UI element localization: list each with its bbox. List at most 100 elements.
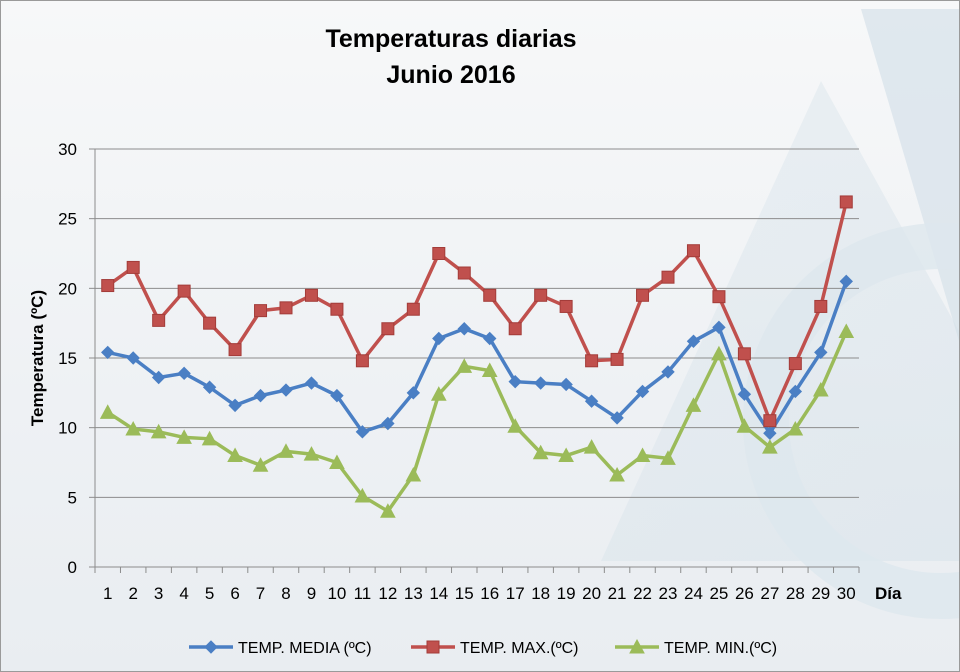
data-point-max-20 (585, 354, 599, 368)
data-point-min-29 (812, 381, 829, 397)
data-point-min-9 (303, 446, 320, 461)
x-axis-title: Día (875, 584, 902, 603)
data-point-media-15 (457, 322, 471, 336)
axes (89, 148, 860, 573)
data-point-min-3 (150, 423, 167, 439)
data-point-media-17 (508, 374, 522, 389)
data-point-min-15 (456, 358, 473, 373)
data-point-media-29 (814, 345, 828, 360)
y-tick-label-15: 15 (58, 349, 77, 368)
legend-item-min: TEMP. MIN.(ºC) (615, 638, 777, 657)
data-point-min-6 (227, 447, 243, 463)
data-point-max-24 (686, 244, 700, 258)
data-point-media-22 (635, 384, 650, 399)
data-point-media-8 (279, 383, 293, 397)
data-point-media-30 (839, 274, 853, 289)
data-point-media-5 (202, 380, 217, 394)
data-point-max-15 (457, 266, 471, 280)
data-point-min-26 (736, 418, 753, 433)
data-point-media-7 (253, 388, 268, 403)
data-point-media-14 (432, 331, 446, 346)
data-point-max-2 (126, 260, 140, 274)
data-point-max-5 (203, 316, 217, 330)
data-point-min-14 (430, 386, 447, 401)
x-tick-label-30: 30 (837, 584, 856, 603)
data-point-min-13 (405, 466, 422, 482)
series-min (99, 323, 855, 518)
data-point-max-1 (101, 279, 115, 293)
data-point-max-19 (559, 299, 573, 313)
data-point-max-7 (254, 304, 268, 318)
data-point-max-26 (737, 347, 751, 361)
data-point-media-16 (483, 331, 497, 346)
data-point-min-30 (838, 323, 855, 339)
data-point-min-2 (125, 421, 142, 436)
x-tick-label-3: 3 (154, 584, 163, 603)
data-point-media-11 (355, 425, 370, 439)
data-point-media-13 (406, 386, 421, 400)
legend-marker-media (204, 640, 218, 654)
data-point-media-25 (712, 320, 726, 335)
data-point-min-19 (558, 447, 574, 463)
data-point-min-16 (481, 362, 498, 378)
data-point-min-23 (660, 450, 676, 465)
x-tick-label-28: 28 (786, 584, 805, 603)
y-tick-label-25: 25 (58, 210, 77, 229)
x-tick-label-20: 20 (582, 584, 601, 603)
data-point-media-21 (610, 411, 624, 425)
data-point-min-4 (176, 429, 192, 444)
x-tick-label-15: 15 (455, 584, 474, 603)
data-point-min-28 (787, 421, 804, 436)
data-point-max-8 (279, 301, 293, 315)
data-point-min-10 (329, 454, 345, 469)
data-point-media-6 (228, 398, 242, 413)
data-point-min-21 (609, 466, 625, 482)
data-point-max-23 (661, 270, 675, 284)
data-point-media-28 (788, 384, 803, 399)
x-tick-label-24: 24 (684, 584, 703, 603)
x-tick-label-7: 7 (256, 584, 265, 603)
data-point-min-12 (380, 503, 396, 518)
x-tick-label-6: 6 (230, 584, 239, 603)
data-point-min-20 (583, 439, 600, 454)
data-point-min-18 (532, 444, 549, 460)
legend-item-media: TEMP. MEDIA (ºC) (189, 640, 372, 657)
legend-item-max: TEMP. MAX.(ºC) (411, 640, 578, 657)
legend-label-min: TEMP. MIN.(ºC) (664, 640, 777, 657)
legend-marker-min (629, 638, 645, 654)
x-tick-label-2: 2 (128, 584, 137, 603)
data-point-max-13 (406, 302, 420, 316)
y-tick-label-20: 20 (58, 279, 77, 298)
x-tick-labels: 1 2 3 4 5 6 7 8 9 10 11 12 13 14 15 16 17 18 19 20 21 22 23 24 2… (103, 584, 856, 603)
data-point-min-5 (201, 430, 218, 446)
x-tick-label-21: 21 (608, 584, 627, 603)
data-point-max-21 (610, 352, 624, 366)
x-tick-label-17: 17 (506, 584, 525, 603)
legend-label-max: TEMP. MAX.(ºC) (460, 640, 578, 657)
data-point-max-29 (814, 299, 828, 313)
x-tick-label-18: 18 (531, 584, 550, 603)
series-line-media (107, 280, 848, 435)
x-tick-label-27: 27 (760, 584, 779, 603)
data-point-max-22 (636, 288, 650, 302)
x-tick-label-4: 4 (179, 584, 188, 603)
x-tick-label-5: 5 (205, 584, 214, 603)
data-point-max-6 (228, 343, 242, 357)
legend-marker-shape-min (629, 638, 645, 654)
data-point-max-28 (788, 357, 802, 371)
y-tick-labels: 0 5 10 15 20 25 30 (58, 140, 77, 577)
data-point-max-12 (381, 322, 395, 336)
series-line-min (106, 330, 848, 514)
data-point-max-14 (432, 247, 446, 260)
x-tick-label-22: 22 (633, 584, 652, 603)
data-point-media-23 (661, 365, 675, 379)
x-tick-label-10: 10 (327, 584, 346, 603)
data-point-min-27 (762, 439, 778, 454)
x-tick-label-14: 14 (429, 584, 448, 603)
y-axis-title: Temperatura (ºC) (28, 290, 47, 426)
data-point-max-18 (534, 288, 548, 302)
background-watermark (601, 9, 959, 619)
data-point-media-4 (177, 366, 191, 381)
chart-title: Temperaturas diarias (325, 25, 576, 53)
